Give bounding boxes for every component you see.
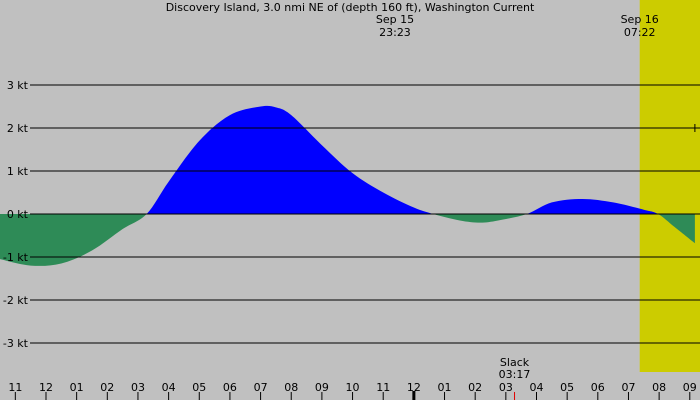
daylight-band bbox=[639, 0, 700, 372]
x-hour-label: 07 bbox=[254, 381, 268, 394]
x-hour-label: 05 bbox=[192, 381, 206, 394]
x-hour-label: 02 bbox=[100, 381, 114, 394]
ebb-area bbox=[0, 214, 695, 266]
y-tick-label: 2 kt bbox=[7, 122, 29, 135]
y-tick-label: -2 kt bbox=[3, 294, 29, 307]
y-tick-label: 0 kt bbox=[7, 208, 29, 221]
top-annotation-time: 07:22 bbox=[624, 26, 656, 39]
top-annotation-date: Sep 16 bbox=[621, 13, 659, 26]
x-hour-label: 12 bbox=[407, 381, 421, 394]
x-hour-label: 03 bbox=[131, 381, 145, 394]
y-tick-label: 1 kt bbox=[7, 165, 29, 178]
x-hour-label: 08 bbox=[652, 381, 666, 394]
x-hour-label: 05 bbox=[560, 381, 574, 394]
top-annotation-time: 23:23 bbox=[379, 26, 411, 39]
x-hour-label: 07 bbox=[621, 381, 635, 394]
y-tick-label: -3 kt bbox=[3, 337, 29, 350]
x-hour-label: 10 bbox=[346, 381, 360, 394]
event-time: 03:17 bbox=[499, 368, 531, 381]
y-tick-label: -1 kt bbox=[3, 251, 29, 264]
x-hour-label: 04 bbox=[162, 381, 176, 394]
x-hour-label: 02 bbox=[468, 381, 482, 394]
top-annotation-date: Sep 15 bbox=[376, 13, 414, 26]
event-label: Slack bbox=[500, 356, 530, 369]
x-hour-label: 09 bbox=[683, 381, 697, 394]
x-hour-label: 01 bbox=[438, 381, 452, 394]
x-hour-label: 01 bbox=[70, 381, 84, 394]
flood-area bbox=[0, 105, 695, 214]
x-hour-label: 06 bbox=[591, 381, 605, 394]
x-hour-label: 09 bbox=[315, 381, 329, 394]
x-hour-label: 11 bbox=[8, 381, 22, 394]
x-hour-label: 06 bbox=[223, 381, 237, 394]
x-hour-label: 11 bbox=[376, 381, 390, 394]
x-hour-label: 03 bbox=[499, 381, 513, 394]
x-hour-label: 04 bbox=[529, 381, 543, 394]
chart-title: Discovery Island, 3.0 nmi NE of (depth 1… bbox=[166, 1, 535, 14]
x-hour-label: 08 bbox=[284, 381, 298, 394]
x-hour-label: 12 bbox=[39, 381, 53, 394]
y-tick-label: 3 kt bbox=[7, 79, 29, 92]
